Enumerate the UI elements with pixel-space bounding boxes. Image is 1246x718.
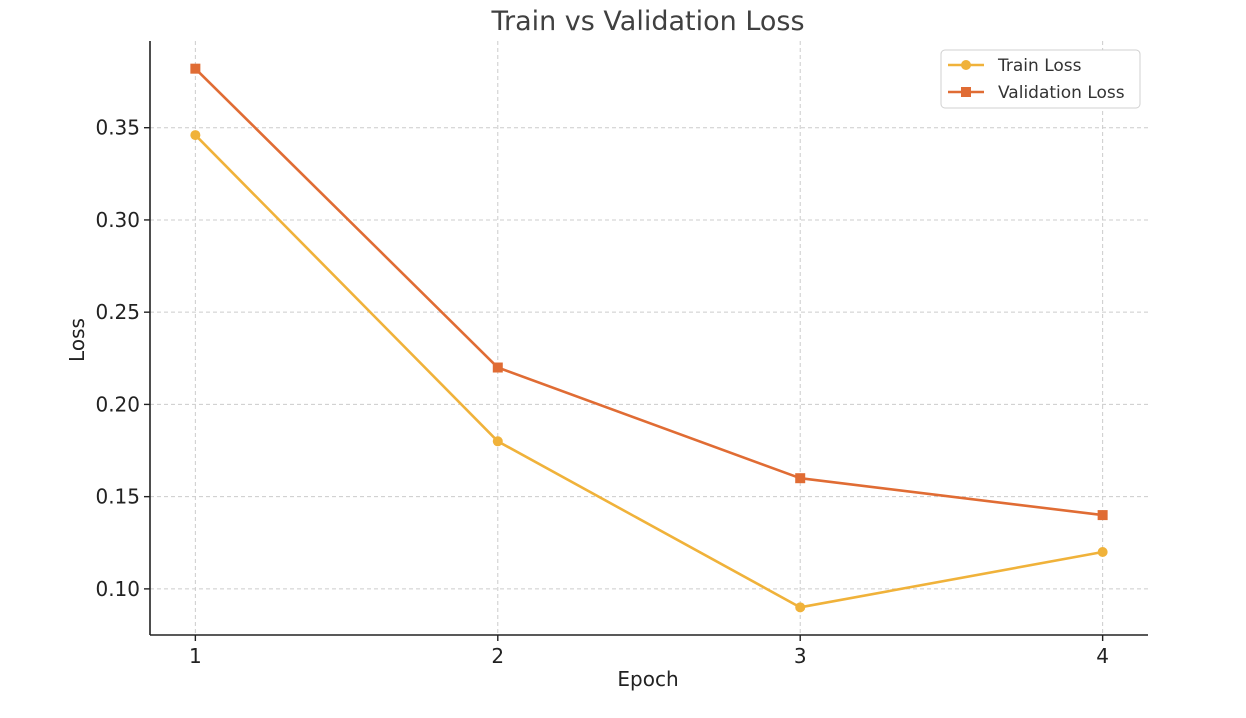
- y-tick-label: 0.35: [95, 116, 140, 140]
- legend-label-train-loss: Train Loss: [997, 56, 1082, 76]
- legend-item-train-loss: Train Loss: [948, 56, 1082, 76]
- grid-lines: [150, 41, 1148, 635]
- tick-labels: 0.10 0.15 0.20 0.25 0.30 0.35 1 2 3 4: [95, 116, 1109, 668]
- legend-label-validation-loss: Validation Loss: [998, 83, 1125, 103]
- validation-loss-point: [492, 362, 503, 373]
- validation-loss-point: [1097, 510, 1108, 521]
- x-tick-label: 2: [491, 644, 504, 668]
- axes: [149, 41, 1148, 636]
- validation-loss-point: [795, 473, 806, 484]
- train-loss-line: [194, 134, 1103, 609]
- chart-title: Train vs Validation Loss: [490, 6, 804, 37]
- y-axis-label: Loss: [65, 318, 89, 362]
- legend-marker-validation-loss: [961, 87, 971, 97]
- train-loss-point: [795, 602, 806, 613]
- validation-loss-point: [190, 63, 201, 74]
- train-loss-point: [492, 436, 503, 447]
- y-tick-label: 0.25: [95, 300, 140, 324]
- y-tick-label: 0.15: [95, 485, 140, 509]
- x-axis-label: Epoch: [617, 667, 678, 691]
- series-lines: [190, 63, 1108, 613]
- y-tick-label: 0.10: [95, 577, 140, 601]
- x-tick-label: 1: [189, 644, 202, 668]
- legend-marker-train-loss: [961, 60, 971, 70]
- x-tick-label: 3: [794, 644, 807, 668]
- x-tick-label: 4: [1096, 644, 1109, 668]
- train-loss-point: [1097, 546, 1108, 557]
- legend-item-validation-loss: Validation Loss: [948, 83, 1125, 103]
- legend: Train Loss Validation Loss: [940, 49, 1141, 109]
- y-tick-label: 0.20: [95, 392, 140, 416]
- y-tick-label: 0.30: [95, 208, 140, 232]
- legend-box: [940, 49, 1141, 109]
- validation-loss-line: [194, 67, 1103, 517]
- train-loss-point: [190, 130, 201, 141]
